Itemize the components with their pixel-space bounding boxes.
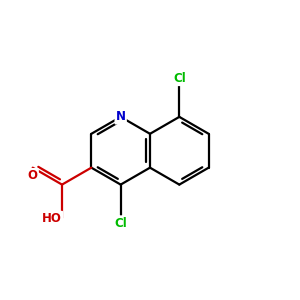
Text: N: N (116, 110, 126, 123)
Text: Cl: Cl (114, 217, 127, 230)
Text: O: O (28, 169, 38, 182)
Text: HO: HO (42, 212, 62, 225)
Text: Cl: Cl (173, 72, 186, 85)
